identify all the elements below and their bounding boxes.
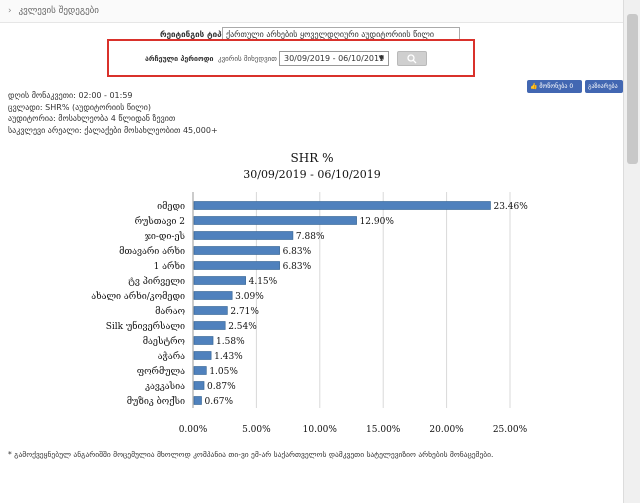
x-tick-label: 20.00%	[429, 425, 464, 435]
thumbs-up-icon: 👍	[530, 83, 538, 90]
breadcrumb: › კვლევის შედეგები	[0, 0, 624, 23]
data-label: 7.88%	[296, 232, 325, 242]
bar	[193, 306, 228, 315]
data-label: 12.90%	[360, 217, 395, 227]
category-label: ტვ პირველი	[128, 276, 185, 287]
bar	[193, 336, 214, 345]
facebook-share-button[interactable]: გაზიარება	[585, 80, 623, 93]
indicator-label: რეიტინგის ტიპი	[160, 29, 227, 39]
x-tick-label: 0.00%	[179, 425, 208, 435]
bar	[193, 216, 357, 225]
search-button[interactable]	[397, 51, 427, 66]
bar	[193, 351, 212, 360]
data-label: 1.43%	[214, 352, 243, 362]
category-label: ჯი-დი-ეს	[145, 231, 185, 242]
category-label: კავკასია	[145, 381, 185, 392]
chart-subtitle: 30/09/2019 - 06/10/2019	[243, 168, 381, 181]
category-label: მარაო	[155, 306, 185, 317]
shr-bar-chart: SHR % 30/09/2019 - 06/10/2019 იმედი 23.46…	[91, 151, 528, 435]
data-label: 6.83%	[283, 247, 312, 257]
info-variable: ცვლადი: SHR% (აუდიტორიის წილი)	[8, 102, 151, 112]
share-label: გაზიარება	[588, 83, 618, 90]
period-select-value: 30/09/2019 - 06/10/2019	[284, 54, 385, 63]
bar	[193, 381, 205, 390]
bar	[193, 246, 280, 255]
category-label: მაესტრო	[143, 336, 185, 347]
period-sublabel: კვირის მიხედვით	[218, 55, 277, 63]
category-label: აჭარა	[158, 351, 185, 362]
bar	[193, 276, 246, 285]
data-label: 23.46%	[493, 202, 528, 212]
x-tick-label: 25.00%	[493, 425, 528, 435]
category-label: მთავარი არხი	[119, 246, 185, 257]
category-label: რუსთავი 2	[135, 216, 185, 227]
report-info: დღის მონაკვეთი: 02:00 - 01:59 ცვლადი: SH…	[8, 90, 218, 136]
caret-down-icon: ▼	[378, 54, 384, 62]
category-label: მუზიკ ბოქსი	[127, 396, 185, 407]
info-area: საკვლევი არეალი: ქალაქები მოსახლეობით 45…	[8, 125, 218, 135]
footnote: * გამოქვეყნებულ ანგარიშში მოცემულია მხოლ…	[8, 450, 494, 459]
data-label: 2.71%	[230, 307, 259, 317]
bar	[193, 231, 294, 240]
x-tick-label: 10.00%	[303, 425, 338, 435]
info-audience: აუდიტორია: მოსახლეობა 4 წლიდან ზევით	[8, 114, 176, 123]
data-label: 0.87%	[207, 382, 236, 392]
data-label: 1.58%	[216, 337, 245, 347]
category-label: ახალი არხი/კომედი	[91, 291, 185, 302]
period-select[interactable]: 30/09/2019 - 06/10/2019 ▼	[279, 51, 389, 66]
bar	[193, 261, 280, 270]
bar	[193, 396, 202, 405]
period-label: არჩეული პერიოდი	[145, 55, 214, 63]
chevron-right-icon: ›	[8, 6, 12, 16]
scrollbar[interactable]	[623, 0, 640, 503]
bar	[193, 366, 207, 375]
data-label: 6.83%	[283, 262, 312, 272]
scrollbar-thumb[interactable]	[627, 14, 638, 164]
category-label: იმედი	[157, 201, 185, 212]
x-tick-label: 15.00%	[366, 425, 401, 435]
data-label: 4.15%	[249, 277, 278, 287]
bar	[193, 201, 491, 210]
data-label: 2.54%	[228, 322, 257, 332]
data-label: 3.09%	[235, 292, 264, 302]
info-time: დღის მონაკვეთი: 02:00 - 01:59	[8, 91, 133, 100]
category-label: Silk უნივერსალი	[106, 320, 185, 332]
data-label: 1.05%	[209, 367, 238, 377]
bar	[193, 321, 226, 330]
category-label: ფორმულა	[137, 366, 185, 377]
data-label: 0.67%	[204, 397, 233, 407]
bar	[193, 291, 233, 300]
chart-title: SHR %	[291, 151, 334, 165]
facebook-like-button[interactable]: 👍 მოწონება 0	[527, 80, 582, 93]
category-label: 1 არხი	[154, 261, 185, 272]
like-label: მოწონება 0	[539, 83, 574, 90]
breadcrumb-label[interactable]: კვლევის შედეგები	[18, 6, 99, 16]
search-icon	[407, 54, 417, 64]
highlight-frame	[107, 39, 475, 77]
x-tick-label: 5.00%	[242, 425, 271, 435]
